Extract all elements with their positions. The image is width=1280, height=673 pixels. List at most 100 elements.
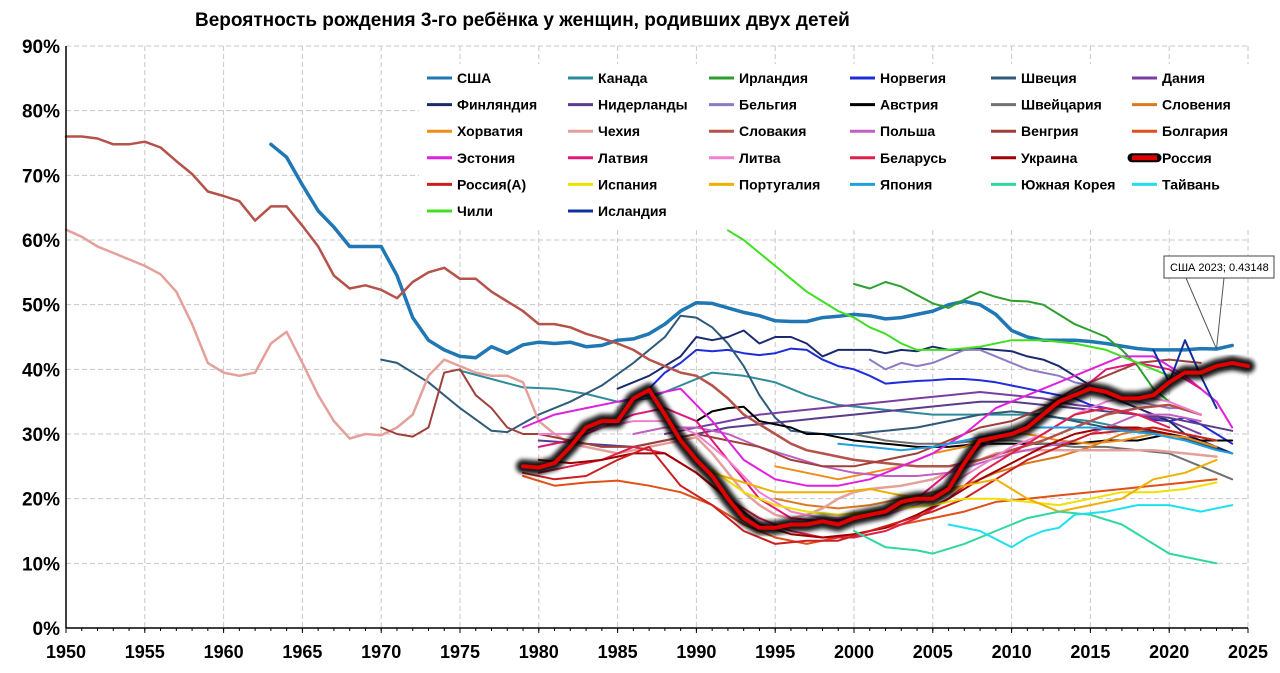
legend-label: Польша [880, 123, 935, 139]
series-line-glow [516, 355, 1255, 535]
series-line-highlight [521, 360, 1250, 530]
legend-entry: Ирландия [709, 70, 808, 86]
x-tick-label: 1995 [755, 642, 795, 662]
y-tick-label: 90% [22, 37, 60, 58]
legend-label: Болгария [1162, 123, 1228, 139]
legend-entry: Япония [850, 176, 932, 192]
legend-entry: Литва [709, 150, 781, 166]
legend-entry: Канада [568, 70, 648, 86]
annotation-box [1163, 255, 1275, 279]
legend-label: Австрия [880, 97, 938, 113]
series-line [774, 426, 1218, 510]
legend-entry: Болгария [1132, 123, 1228, 139]
y-tick-label: 70% [22, 166, 60, 187]
legend-entry: Испания [568, 176, 657, 192]
legend-entry: США [427, 70, 491, 86]
legend-entry: Норвегия [850, 70, 946, 86]
legend-entry: Украина [991, 150, 1078, 166]
legend-label: Россия(А) [457, 176, 526, 192]
legend: США Канада Ирландия Норвегия Швеция Дания Финл… [419, 64, 1271, 230]
x-tick-label: 2025 [1228, 642, 1268, 662]
x-tick-label: 1950 [46, 642, 86, 662]
annotation-leader-line [1185, 277, 1217, 350]
legend-label: Чехия [598, 123, 640, 139]
legend-label: Эстония [457, 150, 515, 166]
legend-entry: Россия(А) [427, 176, 526, 192]
series-line [711, 458, 1218, 513]
series-line [537, 426, 1171, 539]
legend-label: Южная Корея [1021, 176, 1115, 192]
legend-entry: Австрия [850, 97, 938, 113]
y-tick-label: 60% [22, 231, 60, 252]
legend-background [419, 64, 1271, 230]
y-tick-label: 0% [33, 619, 61, 640]
legend-label: Словения [1162, 97, 1231, 113]
legend-label: Япония [880, 176, 932, 192]
legend-entry: Тайвань [1132, 176, 1220, 192]
x-tick-label: 1960 [204, 642, 244, 662]
legend-label: Испания [598, 176, 657, 192]
legend-entry: Чехия [568, 123, 640, 139]
legend-label: Финляндия [457, 97, 537, 113]
legend-label: Латвия [598, 150, 648, 166]
legend-entry: Латвия [568, 150, 648, 166]
legend-entry: Словакия [709, 123, 806, 139]
x-tick-label: 2000 [834, 642, 874, 662]
legend-label: Канада [598, 70, 648, 86]
legend-label: Норвегия [880, 70, 946, 86]
legend-label: Нидерланды [598, 97, 688, 113]
legend-label: Беларусь [880, 150, 947, 166]
legend-entry: Бельгия [709, 97, 797, 113]
series-line [947, 504, 1234, 549]
series-line [616, 329, 1234, 455]
x-tick-label: 1965 [282, 642, 322, 662]
series-line [1152, 339, 1218, 410]
legend-entry: Чили [427, 203, 493, 219]
series-line [853, 281, 1171, 403]
series-line [64, 135, 1202, 468]
legend-label: Исландия [598, 203, 667, 219]
series-line [269, 142, 1234, 360]
x-tick-label: 2020 [1149, 642, 1189, 662]
x-tick-label: 1980 [519, 642, 559, 662]
y-tick-label: 20% [22, 490, 60, 511]
legend-label: Дания [1162, 70, 1205, 86]
legend-entry: Финляндия [427, 97, 537, 113]
x-tick-label: 2010 [992, 642, 1032, 662]
legend-label: Швейцария [1021, 97, 1102, 113]
legend-label: Хорватия [457, 123, 523, 139]
legend-label: Тайвань [1162, 176, 1220, 192]
y-tick-label: 80% [22, 102, 60, 123]
series-line [853, 510, 1218, 565]
legend-entry: Польша [850, 123, 935, 139]
legend-label: Ирландия [739, 70, 808, 86]
legend-entry: Эстония [427, 150, 515, 166]
annotation-label: США 2023; 0.43148 [1170, 262, 1269, 274]
legend-entry: Южная Корея [991, 176, 1115, 192]
legend-entry: Португалия [709, 176, 820, 192]
legend-label: Швеция [1021, 70, 1077, 86]
y-tick-label: 50% [22, 296, 60, 317]
legend-label: США [457, 70, 491, 86]
series-lines [64, 135, 1255, 565]
legend-entry: Швейцария [991, 97, 1102, 113]
y-tick-label: 40% [22, 360, 60, 381]
y-tick-label: 10% [22, 554, 60, 575]
series-line [726, 229, 1171, 377]
legend-label: Чили [457, 203, 493, 219]
x-tick-label: 2005 [913, 642, 953, 662]
series-line [380, 314, 1234, 455]
legend-label: Литва [739, 150, 781, 166]
legend-entry: Хорватия [427, 123, 523, 139]
legend-label: Украина [1021, 150, 1078, 166]
legend-label: Россия [1162, 150, 1212, 166]
legend-entry: Исландия [568, 203, 667, 219]
legend-label: Венгрия [1021, 123, 1079, 139]
series-line [837, 426, 1234, 455]
legend-label: Португалия [739, 176, 820, 192]
legend-entry: Нидерланды [568, 97, 688, 113]
x-tick-label: 1975 [440, 642, 480, 662]
legend-entry: Швеция [991, 70, 1077, 86]
